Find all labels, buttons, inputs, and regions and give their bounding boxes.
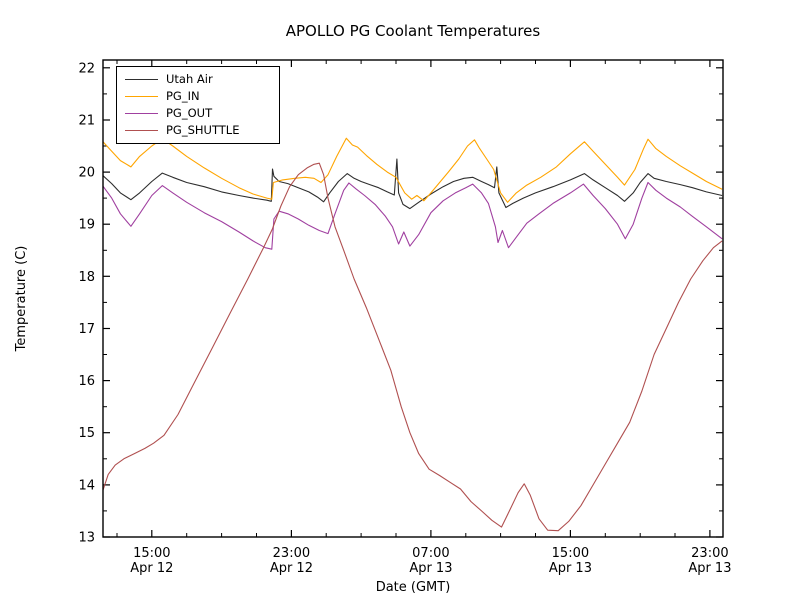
- legend-item-pg-in: PG_IN: [123, 88, 273, 105]
- y-tick-label: 16: [78, 374, 95, 389]
- y-tick-label: 22: [78, 61, 95, 76]
- x-axis-label: Date (GMT): [375, 580, 451, 595]
- legend-line-sample: [125, 96, 158, 97]
- x-tick-time-label: 15:00: [552, 546, 589, 561]
- legend-label: PG_OUT: [166, 106, 213, 120]
- legend-line-sample: [125, 113, 158, 114]
- series-pg_shuttle: [102, 162, 723, 532]
- legend: Utah Air PG_IN PG_OUT PG_SHUTTLE: [116, 66, 280, 144]
- legend-label: Utah Air: [166, 72, 213, 86]
- legend-line-sample: [125, 79, 158, 80]
- x-tick-date-label: Apr 13: [409, 561, 452, 576]
- legend-item-utah-air: Utah Air: [123, 71, 273, 88]
- axes-frame: [102, 59, 724, 538]
- y-tick-label: 18: [78, 270, 95, 285]
- x-tick-time-label: 23:00: [273, 546, 310, 561]
- y-tick-label: 15: [78, 426, 95, 441]
- series-utah-air: [102, 158, 723, 210]
- x-tick-time-label: 07:00: [412, 546, 449, 561]
- x-tick-date-label: Apr 13: [688, 561, 731, 576]
- x-tick-date-label: Apr 12: [130, 561, 173, 576]
- y-tick-label: 14: [78, 478, 95, 493]
- legend-label: PG_SHUTTLE: [166, 123, 240, 137]
- x-tick-date-label: Apr 12: [270, 561, 313, 576]
- chart-title: APOLLO PG Coolant Temperatures: [285, 22, 541, 40]
- x-tick-date-label: Apr 13: [549, 561, 592, 576]
- series-pg_out: [102, 181, 723, 250]
- y-tick-label: 13: [78, 531, 95, 546]
- series-pg_in: [102, 137, 723, 203]
- y-tick-label: 20: [78, 166, 95, 181]
- y-tick-label: 19: [78, 218, 95, 233]
- y-tick-label: 21: [78, 114, 95, 129]
- legend-label: PG_IN: [166, 89, 200, 103]
- legend-line-sample: [125, 130, 158, 131]
- legend-item-pg-shuttle: PG_SHUTTLE: [123, 122, 273, 139]
- x-tick-time-label: 23:00: [691, 546, 728, 561]
- y-tick-label: 17: [78, 322, 95, 337]
- x-tick-time-label: 15:00: [133, 546, 170, 561]
- legend-item-pg-out: PG_OUT: [123, 105, 273, 122]
